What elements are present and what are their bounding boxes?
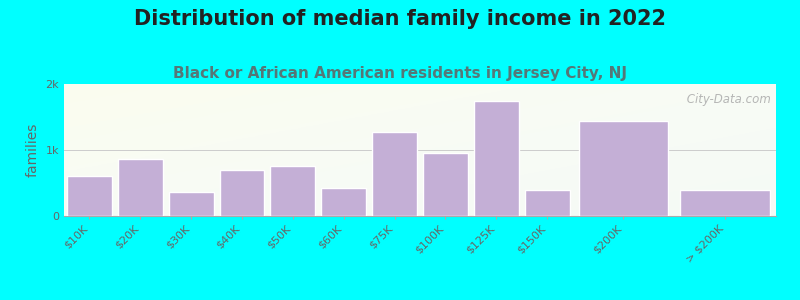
Bar (474, 100, 518, 216)
Bar (372, 131, 417, 216)
Bar (118, 159, 162, 216)
Text: Black or African American residents in Jersey City, NJ: Black or African American residents in J… (173, 66, 627, 81)
Bar (423, 153, 468, 216)
Bar (322, 188, 366, 216)
Bar (220, 170, 264, 216)
Bar (67, 176, 112, 216)
Text: Distribution of median family income in 2022: Distribution of median family income in … (134, 9, 666, 29)
Bar (270, 166, 315, 216)
Bar (680, 190, 770, 216)
Bar (169, 192, 214, 216)
Y-axis label: families: families (26, 123, 40, 177)
Bar (578, 121, 668, 216)
Bar (525, 190, 570, 216)
Text: City-Data.com: City-Data.com (683, 93, 771, 106)
